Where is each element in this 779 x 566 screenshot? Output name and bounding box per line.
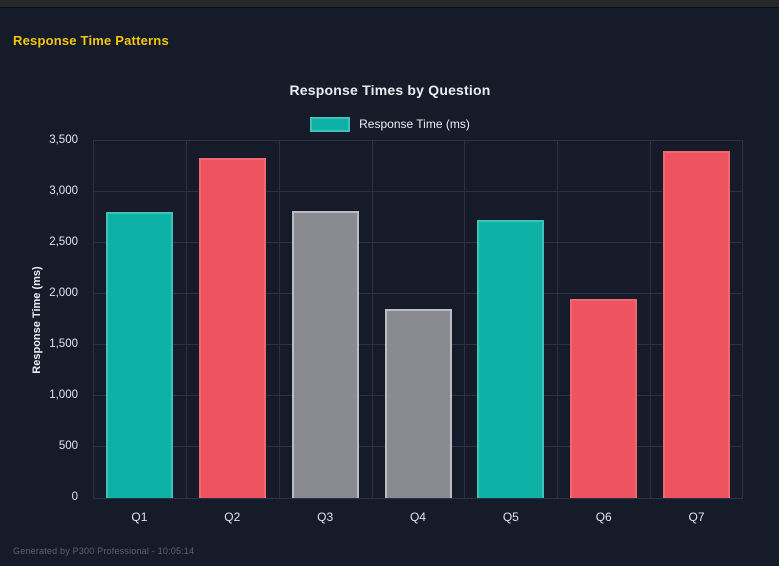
gridline-horizontal (93, 293, 743, 294)
gridline-vertical (557, 141, 558, 498)
gridline-horizontal (93, 498, 743, 499)
x-tick-label-q7: Q7 (688, 510, 705, 524)
chart-title: Response Times by Question (289, 82, 491, 98)
gridline-horizontal (93, 242, 743, 243)
bar-q1[interactable] (105, 212, 173, 498)
x-tick-label-q4: Q4 (409, 510, 426, 524)
y-tick-label: 500 (58, 440, 78, 452)
x-tick-label-q3: Q3 (317, 510, 334, 524)
gridline-vertical (372, 141, 373, 498)
gridline-horizontal (93, 140, 743, 141)
bar-q4[interactable] (384, 309, 452, 498)
gridline-horizontal (93, 191, 743, 192)
x-tick-label-q1: Q1 (131, 510, 148, 524)
x-tick-label-q6: Q6 (595, 510, 612, 524)
x-tick-label-q5: Q5 (502, 510, 519, 524)
x-axis-tick-labels: Q1 Q2 Q3 Q4 Q5 Q6 Q7 (93, 510, 743, 526)
bar-q7[interactable] (663, 151, 731, 498)
legend-swatch (310, 116, 351, 132)
bar-q6[interactable] (570, 299, 638, 498)
y-tick-label: 1,000 (49, 389, 78, 401)
y-tick-label: 1,500 (49, 338, 78, 350)
y-tick-label: 0 (71, 491, 78, 503)
gridline-vertical (742, 141, 743, 498)
y-tick-label: 3,500 (49, 134, 78, 146)
gridline-vertical (650, 141, 651, 498)
plot-area (93, 140, 743, 499)
bar-q3[interactable] (291, 211, 359, 498)
x-tick-label-q2: Q2 (224, 510, 241, 524)
page-title: Response Time Patterns (13, 33, 169, 48)
y-tick-label: 2,500 (49, 236, 78, 248)
chart-card: Response Times by Question Response Time… (10, 70, 770, 538)
gridline-vertical (464, 141, 465, 498)
bar-q2[interactable] (198, 158, 266, 498)
top-bar (0, 0, 779, 8)
chart-legend-item[interactable]: Response Time (ms) (10, 115, 770, 133)
legend-label: Response Time (ms) (359, 117, 470, 131)
gridline-vertical (186, 141, 187, 498)
footer-note: Generated by P300 Professional - 10:05:1… (13, 546, 195, 556)
gridline-vertical (279, 141, 280, 498)
gridline-vertical (93, 141, 94, 498)
y-axis-tick-labels: 0 500 1,000 1,500 2,000 2,500 3,000 3,500 (10, 134, 78, 503)
y-tick-label: 3,000 (49, 185, 78, 197)
bar-q5[interactable] (477, 219, 545, 498)
y-tick-label: 2,000 (49, 287, 78, 299)
